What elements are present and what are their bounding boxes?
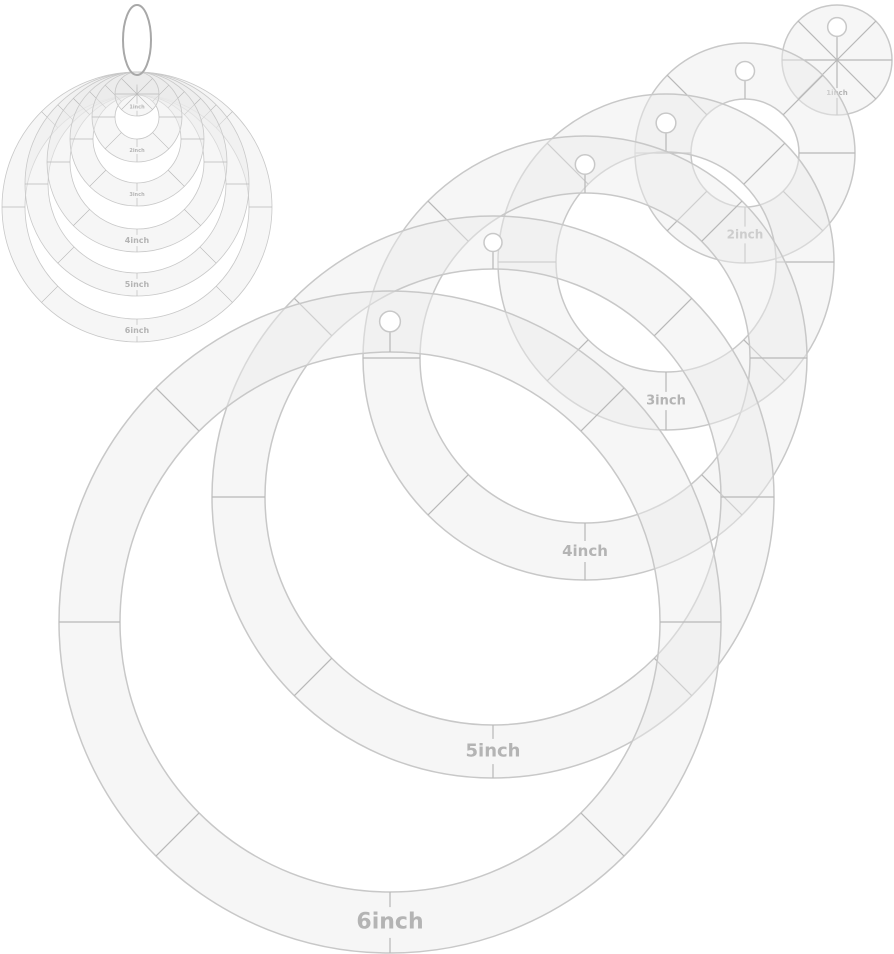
segment-line <box>797 20 838 61</box>
segment-line <box>155 812 200 857</box>
segment-line <box>215 285 233 303</box>
segment-line <box>57 246 75 264</box>
thumbnail-ring-set: 6inch 5inch 4inch 3inch 2inch 1inch <box>1 4 273 343</box>
main-ring-set: 1inch 2inch 3inch 4inch 5inch 6inch <box>58 4 893 954</box>
thumbnail-ring: 4inch <box>46 71 228 253</box>
segment-line <box>580 387 625 432</box>
ring-size-label: 5inch <box>125 280 150 289</box>
ring-5inch: 5inch <box>211 215 775 779</box>
segment-line <box>104 84 122 102</box>
segment-line <box>782 190 824 232</box>
ring-size-label: 2inch <box>727 228 764 242</box>
ring-size-label: 3inch <box>646 394 686 409</box>
hanging-hole-icon <box>574 154 596 175</box>
segment-line <box>73 209 90 226</box>
segment-line <box>836 59 877 100</box>
segment-line <box>155 387 200 432</box>
thumbnail-ring: 1inch <box>114 71 160 117</box>
segment-line <box>41 285 59 303</box>
segment-line <box>184 98 201 115</box>
segment-line <box>701 200 743 242</box>
segment-line <box>89 169 107 187</box>
ring-size-label: 6inch <box>356 910 423 935</box>
keyring-icon <box>122 4 152 76</box>
segment-line <box>797 59 838 100</box>
ring-size-label: 1inch <box>129 105 145 111</box>
ring-size-label: 5inch <box>466 741 521 762</box>
hanging-hole-icon <box>655 112 677 134</box>
ring-2inch: 2inch <box>634 42 856 264</box>
ring-1inch: 1inch <box>781 4 893 116</box>
thumbnail-ring: 2inch <box>91 71 183 163</box>
hanging-hole-icon <box>483 232 503 253</box>
ring-size-label: 2inch <box>129 148 145 154</box>
segment-line <box>104 132 122 150</box>
ring-size-label: 6inch <box>125 326 150 335</box>
segment-line <box>167 91 185 109</box>
thumbnail-ring: 3inch <box>69 71 205 207</box>
ring-size-label: 3inch <box>129 192 145 198</box>
ring-size-label: 4inch <box>562 542 608 560</box>
segment-line <box>427 200 469 242</box>
segment-line <box>136 93 153 110</box>
ring-6inch: 6inch <box>58 290 722 954</box>
hanging-hole-icon <box>378 310 402 333</box>
segment-line <box>427 474 469 516</box>
segment-line <box>653 297 693 337</box>
segment-line <box>121 93 138 110</box>
segment-line <box>121 78 138 95</box>
segment-line <box>666 190 708 232</box>
ring-size-label: 4inch <box>125 236 150 245</box>
segment-line <box>782 74 824 116</box>
segment-line <box>199 104 217 122</box>
hanging-hole-icon <box>734 60 756 82</box>
segment-line <box>743 142 786 185</box>
thumbnail-ring: 5inch <box>24 71 250 297</box>
segment-line <box>136 78 153 95</box>
segment-line <box>167 169 185 187</box>
segment-line <box>73 98 90 115</box>
segment-line <box>293 297 333 337</box>
segment-line <box>546 339 589 382</box>
segment-line <box>293 657 333 697</box>
segment-line <box>701 474 743 516</box>
segment-line <box>743 339 786 382</box>
segment-line <box>580 812 625 857</box>
segment-line <box>57 104 75 122</box>
segment-line <box>152 132 170 150</box>
segment-line <box>184 209 201 226</box>
thumbnail-ring: 6inch <box>1 71 273 343</box>
segment-line <box>546 142 589 185</box>
segment-line <box>199 246 217 264</box>
segment-line <box>836 20 877 61</box>
hanging-hole-icon <box>826 16 848 38</box>
segment-line <box>152 84 170 102</box>
segment-line <box>653 657 693 697</box>
ring-4inch: 4inch <box>362 135 808 581</box>
segment-line <box>89 91 107 109</box>
